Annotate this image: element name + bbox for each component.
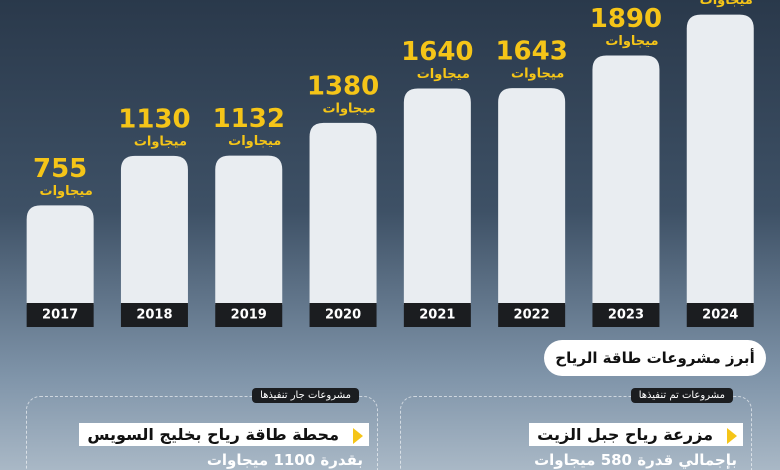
bar [592,55,660,305]
x-tick-label: 2019 [231,308,267,323]
project-tag: مشروعات جار تنفيذها [252,388,359,403]
value-label: 1890 [590,4,662,34]
unit-label: ميجاوات [511,67,564,82]
year-box [498,303,566,327]
project-name: مزرعة رياح جبل الزيت [529,423,743,446]
value-label: 1380 [307,71,379,101]
x-tick-label: 2024 [702,308,738,323]
x-tick-label: 2023 [608,308,644,323]
bar [498,88,566,306]
x-tick-label: 2017 [42,308,78,323]
x-tick-label: 2018 [136,308,172,323]
bar [26,205,94,305]
year-box [309,303,377,327]
bar [120,155,188,305]
bar [403,88,471,306]
year-box [120,303,188,327]
x-tick-label: 2020 [325,308,361,323]
project-card: مشروعات تم تنفيذها مزرعة رياح جبل الزيت … [400,388,752,470]
project-name: محطة طاقة رياح بخليج السويس [79,423,369,446]
project-card: مشروعات جار تنفيذها محطة طاقة رياح بخليج… [26,388,378,470]
unit-label: ميجاوات [700,0,753,8]
year-box [215,303,283,327]
x-tick-label: 2021 [419,308,455,323]
unit-label: ميجاوات [134,134,187,149]
project-tag: مشروعات تم تنفيذها [630,388,733,403]
unit-label: ميجاوات [40,184,93,199]
value-label: 1130 [118,104,190,134]
year-box [686,303,754,327]
unit-label: ميجاوات [322,101,375,116]
section-title: أبرز مشروعات طاقة الرياح [544,340,766,376]
unit-label: ميجاوات [228,134,281,149]
value-label: 1132 [213,104,285,134]
chart: 2017755ميجاوات20181130ميجاوات20191132ميج… [26,0,754,327]
bar [215,155,283,305]
bar [686,14,754,305]
value-label: 755 [33,154,87,184]
unit-label: ميجاوات [605,34,658,49]
unit-label: ميجاوات [417,67,470,82]
year-box [592,303,660,327]
x-tick-label: 2022 [514,308,550,323]
project-detail: بقدرة 1100 ميجاوات [206,451,363,469]
project-detail: بإجمالي قدرة 580 ميجاوات [534,451,737,469]
value-label: 1640 [401,37,473,67]
bar [309,122,377,305]
value-label: 1643 [495,37,567,67]
year-box [403,303,471,327]
year-box [26,303,94,327]
